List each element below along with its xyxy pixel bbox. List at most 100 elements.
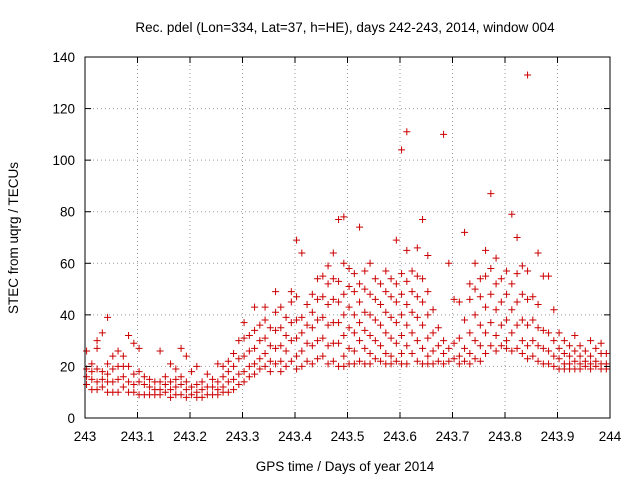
data-point-marker: [581, 362, 589, 370]
data-point-marker: [534, 324, 542, 332]
x-tick-label: 243.5: [331, 429, 365, 444]
data-point-marker: [298, 249, 306, 257]
data-point-marker: [508, 210, 516, 218]
data-point-marker: [513, 298, 521, 306]
data-point-marker: [424, 352, 432, 360]
data-point-marker: [93, 386, 101, 394]
data-point-marker: [487, 264, 495, 272]
data-point-marker: [303, 357, 311, 365]
data-point-marker: [440, 130, 448, 138]
data-point-marker: [135, 368, 143, 376]
data-point-marker: [240, 319, 248, 327]
data-point-marker: [587, 352, 595, 360]
y-tick-label: 100: [52, 153, 75, 168]
data-point-marker: [524, 71, 532, 79]
data-point-marker: [497, 342, 505, 350]
data-point-marker: [508, 280, 516, 288]
data-point-marker: [413, 313, 421, 321]
data-point-marker: [350, 360, 358, 368]
data-point-marker: [198, 393, 206, 401]
data-point-marker: [550, 362, 558, 370]
data-point-marker: [371, 295, 379, 303]
data-point-marker: [114, 347, 122, 355]
data-point-marker: [602, 350, 610, 358]
data-point-marker: [492, 331, 500, 339]
data-point-marker: [408, 288, 416, 296]
data-point-marker: [487, 342, 495, 350]
data-point-marker: [293, 236, 301, 244]
data-points: [83, 71, 610, 401]
data-point-marker: [424, 334, 432, 342]
data-point-marker: [88, 360, 96, 368]
data-point-marker: [419, 321, 427, 329]
data-point-marker: [503, 316, 511, 324]
data-point-marker: [466, 360, 474, 368]
data-point-marker: [345, 344, 353, 352]
data-point-marker: [251, 344, 259, 352]
data-point-marker: [188, 368, 196, 376]
data-point-marker: [235, 355, 243, 363]
data-point-marker: [119, 373, 127, 381]
data-point-marker: [203, 370, 211, 378]
data-point-marker: [335, 339, 343, 347]
data-point-marker: [319, 313, 327, 321]
data-point-marker: [524, 267, 532, 275]
data-point-marker: [350, 270, 358, 278]
data-point-marker: [256, 337, 264, 345]
data-point-marker: [88, 368, 96, 376]
data-point-marker: [387, 334, 395, 342]
data-point-marker: [287, 288, 295, 296]
data-point-marker: [503, 337, 511, 345]
data-point-marker: [156, 378, 164, 386]
data-point-marker: [445, 357, 453, 365]
data-point-marker: [235, 337, 243, 345]
data-point-marker: [83, 347, 91, 355]
data-point-marker: [408, 350, 416, 358]
data-point-marker: [156, 391, 164, 399]
data-point-marker: [366, 360, 374, 368]
data-point-marker: [198, 386, 206, 394]
data-point-marker: [592, 344, 600, 352]
data-point-marker: [261, 362, 269, 370]
data-point-marker: [261, 350, 269, 358]
data-point-marker: [571, 331, 579, 339]
data-point-marker: [518, 262, 526, 270]
data-point-marker: [224, 378, 232, 386]
data-point-marker: [172, 383, 180, 391]
data-point-marker: [371, 275, 379, 283]
data-point-marker: [492, 347, 500, 355]
data-point-marker: [356, 319, 364, 327]
data-point-marker: [366, 331, 374, 339]
data-point-marker: [424, 311, 432, 319]
data-point-marker: [440, 360, 448, 368]
data-point-marker: [329, 249, 337, 257]
data-point-marker: [508, 347, 516, 355]
data-point-marker: [261, 334, 269, 342]
data-point-marker: [83, 380, 91, 388]
data-point-marker: [398, 331, 406, 339]
data-point-marker: [403, 342, 411, 350]
data-point-marker: [350, 329, 358, 337]
data-point-marker: [387, 313, 395, 321]
data-point-marker: [83, 373, 91, 381]
data-point-marker: [576, 342, 584, 350]
data-point-marker: [377, 301, 385, 309]
data-point-marker: [571, 357, 579, 365]
data-point-marker: [261, 316, 269, 324]
data-point-marker: [287, 319, 295, 327]
data-point-marker: [419, 344, 427, 352]
data-point-marker: [335, 277, 343, 285]
data-point-marker: [161, 373, 169, 381]
data-point-marker: [408, 267, 416, 275]
data-point-marker: [214, 378, 222, 386]
data-point-marker: [340, 331, 348, 339]
data-point-marker: [272, 308, 280, 316]
data-point-marker: [398, 146, 406, 154]
data-point-marker: [319, 272, 327, 280]
data-point-marker: [303, 339, 311, 347]
data-point-marker: [324, 280, 332, 288]
data-point-marker: [282, 362, 290, 370]
data-point-marker: [545, 360, 553, 368]
data-point-marker: [482, 272, 490, 280]
